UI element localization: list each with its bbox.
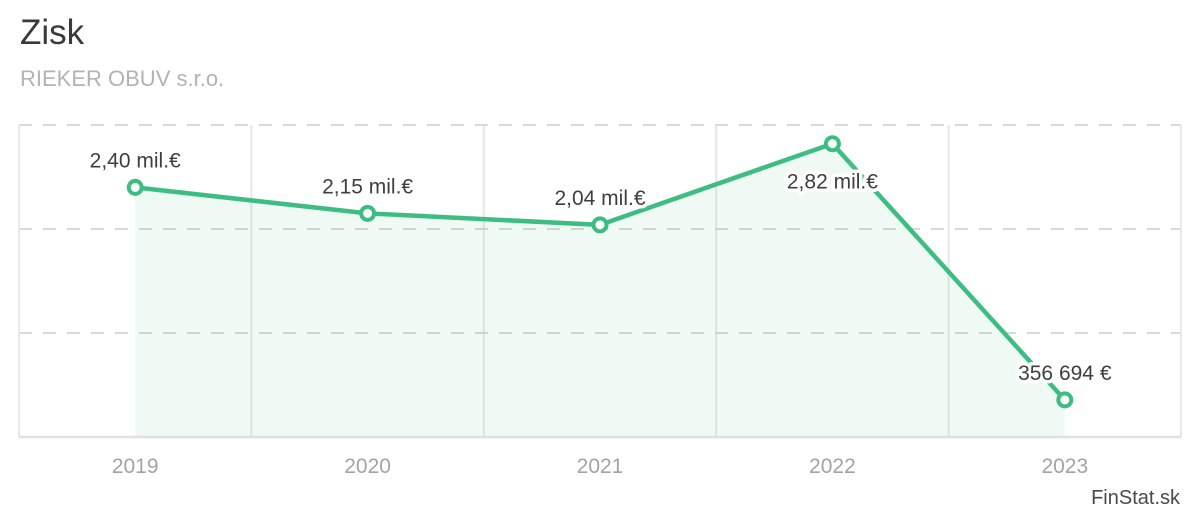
data-point-2021[interactable] bbox=[591, 216, 609, 234]
finstat-attribution-link[interactable]: FinStat.sk bbox=[1091, 487, 1180, 509]
x-axis-label-2023: 2023 bbox=[1041, 455, 1088, 478]
data-point-2020[interactable] bbox=[359, 204, 377, 222]
data-point-2022[interactable] bbox=[823, 135, 841, 153]
x-axis-label-2020: 2020 bbox=[344, 455, 391, 478]
chart-title: Zisk bbox=[20, 13, 85, 52]
point-label-2021: 2,04 mil.€ bbox=[554, 187, 645, 210]
point-label-2023: 356 694 € bbox=[1018, 362, 1112, 385]
point-label-2020: 2,15 mil.€ bbox=[322, 175, 413, 198]
data-point-2019[interactable] bbox=[126, 178, 144, 196]
x-axis-label-2022: 2022 bbox=[809, 455, 856, 478]
data-point-2023[interactable] bbox=[1056, 391, 1074, 409]
chart-subtitle: RIEKER OBUV s.r.o. bbox=[20, 66, 225, 91]
x-axis-label-2021: 2021 bbox=[577, 455, 624, 478]
x-axis-label-2019: 2019 bbox=[112, 455, 159, 478]
point-label-2022: 2,82 mil.€ bbox=[787, 171, 878, 194]
point-label-2019: 2,40 mil.€ bbox=[90, 149, 181, 172]
